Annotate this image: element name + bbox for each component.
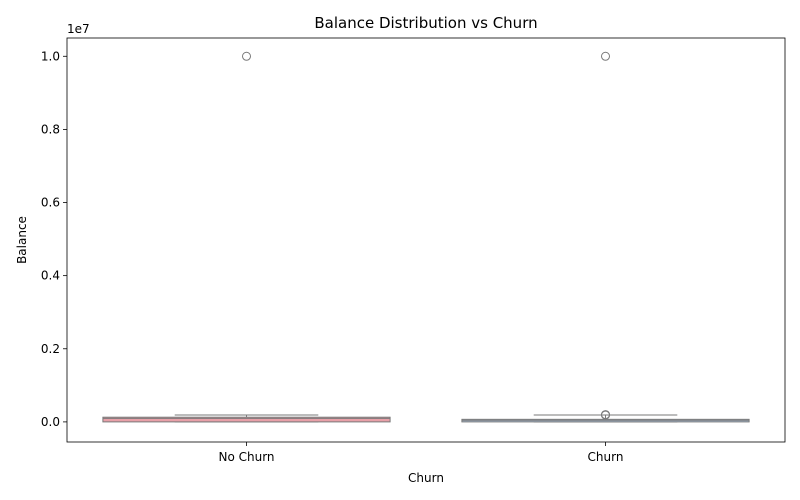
y-tick-label: 0.0 [41, 415, 60, 429]
plot-frame [66, 37, 786, 443]
y-tick-label: 0.8 [41, 122, 60, 136]
outlier-point [601, 51, 610, 61]
outlier-point [242, 51, 251, 61]
box-iqr [102, 416, 391, 423]
y-axis-label: Balance [15, 216, 29, 264]
x-axis-label: Churn [408, 471, 444, 485]
y-axis-offset-label: 1e7 [67, 22, 90, 36]
box-group-no-churn [102, 51, 391, 423]
y-tick-label: 0.6 [41, 196, 60, 210]
y-tick-label: 1.0 [41, 49, 60, 63]
x-tick-label: Churn [588, 450, 624, 464]
x-axis: No Churn Churn [218, 442, 623, 464]
x-tick-label: No Churn [218, 450, 274, 464]
y-tick-label: 0.2 [41, 342, 60, 356]
y-axis: 0.0 0.2 0.4 0.6 0.8 1.0 [41, 49, 67, 429]
chart-title: Balance Distribution vs Churn [314, 14, 537, 32]
y-tick-label: 0.4 [41, 269, 60, 283]
outlier-point [601, 410, 610, 420]
box-group-churn [461, 51, 750, 423]
plot-area [102, 51, 750, 423]
